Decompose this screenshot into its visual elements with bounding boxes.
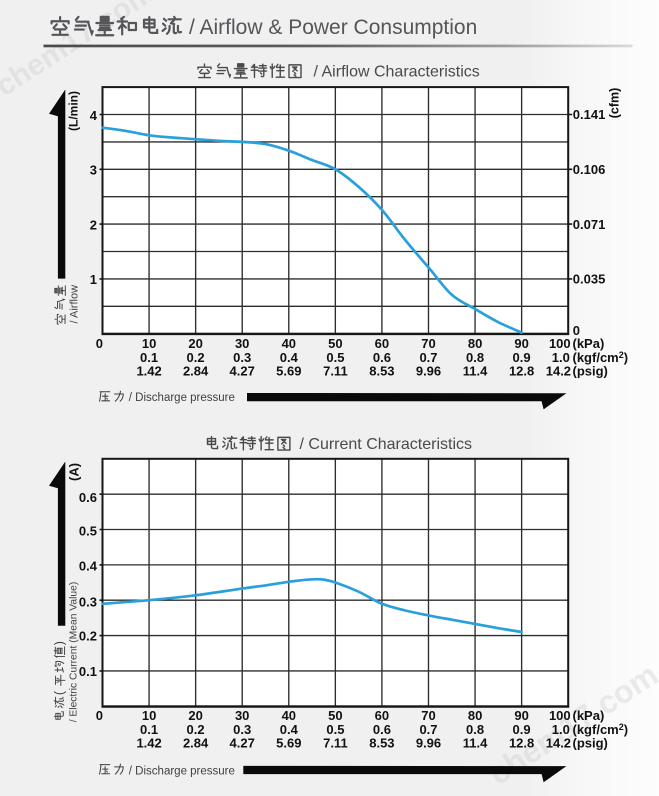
svg-text:3: 3 xyxy=(90,163,97,178)
svg-text:/ Discharge pressure: / Discharge pressure xyxy=(129,392,235,404)
svg-text:0.1: 0.1 xyxy=(79,664,97,679)
svg-text:/ Airflow: / Airflow xyxy=(69,285,81,324)
svg-text:0.6: 0.6 xyxy=(373,722,391,737)
svg-text:12.8: 12.8 xyxy=(509,735,534,750)
svg-text:40: 40 xyxy=(282,336,296,351)
svg-text:1.42: 1.42 xyxy=(136,735,161,750)
svg-text:100: 100 xyxy=(549,708,571,723)
svg-text:0.4: 0.4 xyxy=(280,722,299,737)
svg-text:0.071: 0.071 xyxy=(573,217,606,232)
svg-text:30: 30 xyxy=(235,708,249,723)
svg-text:2.84: 2.84 xyxy=(183,363,209,378)
svg-text:4: 4 xyxy=(90,108,98,123)
svg-text:40: 40 xyxy=(282,708,296,723)
svg-text:(kPa): (kPa) xyxy=(573,708,605,723)
svg-text:0.5: 0.5 xyxy=(79,523,97,538)
svg-text:/ Airflow Characteristics: / Airflow Characteristics xyxy=(314,64,480,81)
svg-text:7.11: 7.11 xyxy=(323,363,348,378)
svg-text:0.2: 0.2 xyxy=(187,722,205,737)
svg-text:(kPa): (kPa) xyxy=(573,336,605,351)
svg-text:2: 2 xyxy=(90,217,97,232)
svg-text:20: 20 xyxy=(188,336,202,351)
svg-text:0: 0 xyxy=(96,708,103,723)
svg-text:20: 20 xyxy=(188,708,202,723)
svg-text:0.1: 0.1 xyxy=(140,350,158,365)
svg-text:0.2: 0.2 xyxy=(79,629,97,644)
svg-text:70: 70 xyxy=(421,708,435,723)
svg-text:0.4: 0.4 xyxy=(79,558,98,573)
svg-text:0.8: 0.8 xyxy=(466,722,484,737)
svg-text:0.5: 0.5 xyxy=(326,350,344,365)
svg-text:70: 70 xyxy=(421,336,435,351)
svg-text:(A): (A) xyxy=(67,463,82,481)
svg-text:0.4: 0.4 xyxy=(280,350,299,365)
svg-text:0.7: 0.7 xyxy=(419,722,437,737)
svg-text:0: 0 xyxy=(96,336,103,351)
svg-text:0.7: 0.7 xyxy=(419,350,437,365)
svg-text:0.6: 0.6 xyxy=(79,490,97,505)
svg-text:30: 30 xyxy=(235,336,249,351)
svg-text:9.96: 9.96 xyxy=(416,363,441,378)
svg-text:60: 60 xyxy=(375,336,389,351)
svg-text:11.4: 11.4 xyxy=(463,363,488,378)
svg-text:80: 80 xyxy=(468,708,482,723)
svg-text:0.5: 0.5 xyxy=(326,722,344,737)
svg-text:0.1: 0.1 xyxy=(140,722,158,737)
svg-text:(psig): (psig) xyxy=(573,363,608,378)
svg-text:(: ( xyxy=(53,690,67,695)
svg-text:14.2: 14.2 xyxy=(546,735,571,750)
svg-text:14.2: 14.2 xyxy=(546,363,571,378)
svg-text:11.4: 11.4 xyxy=(463,735,488,750)
svg-text:0.035: 0.035 xyxy=(573,272,606,287)
svg-text:10: 10 xyxy=(142,708,156,723)
svg-text:1.42: 1.42 xyxy=(136,363,161,378)
svg-text:8.53: 8.53 xyxy=(369,363,394,378)
svg-text:0.3: 0.3 xyxy=(233,722,251,737)
svg-text:0.3: 0.3 xyxy=(79,594,97,609)
svg-text:0.106: 0.106 xyxy=(573,162,606,177)
svg-text:5.69: 5.69 xyxy=(276,363,301,378)
svg-text:12.8: 12.8 xyxy=(509,363,534,378)
svg-text:/ Electric Current (Mean Value: / Electric Current (Mean Value) xyxy=(69,582,80,723)
svg-text:): ) xyxy=(53,641,67,645)
svg-text:0: 0 xyxy=(573,323,580,338)
svg-text:90: 90 xyxy=(514,708,528,723)
svg-text:1.0: 1.0 xyxy=(552,722,570,737)
svg-text:50: 50 xyxy=(328,336,342,351)
svg-text:5.69: 5.69 xyxy=(276,735,301,750)
svg-text:50: 50 xyxy=(328,708,342,723)
svg-text:0.9: 0.9 xyxy=(513,350,531,365)
svg-text:0.9: 0.9 xyxy=(513,722,531,737)
svg-text:4.27: 4.27 xyxy=(230,735,255,750)
svg-text:7.11: 7.11 xyxy=(323,735,348,750)
svg-text:9.96: 9.96 xyxy=(416,735,441,750)
svg-text:90: 90 xyxy=(514,336,528,351)
svg-text:0.6: 0.6 xyxy=(373,350,391,365)
svg-text:(kgf/cm2): (kgf/cm2) xyxy=(573,722,629,737)
svg-text:1: 1 xyxy=(90,272,97,287)
svg-text:0.2: 0.2 xyxy=(187,350,205,365)
svg-text:10: 10 xyxy=(142,336,156,351)
svg-text:(cfm): (cfm) xyxy=(608,88,622,119)
svg-text:80: 80 xyxy=(468,336,482,351)
svg-text:(L/min): (L/min) xyxy=(67,91,81,131)
svg-text:8.53: 8.53 xyxy=(369,735,394,750)
svg-text:/ Airflow & Power Consumption: / Airflow & Power Consumption xyxy=(189,16,477,39)
svg-text:/ Discharge pressure: / Discharge pressure xyxy=(129,766,235,778)
svg-text:/ Current Characteristics: / Current Characteristics xyxy=(300,436,473,453)
svg-text:60: 60 xyxy=(375,708,389,723)
svg-text:(psig): (psig) xyxy=(573,735,608,750)
svg-text:0.8: 0.8 xyxy=(466,350,484,365)
svg-text:0.3: 0.3 xyxy=(233,350,251,365)
svg-text:0.141: 0.141 xyxy=(573,107,606,122)
svg-text:(kgf/cm2): (kgf/cm2) xyxy=(573,350,629,365)
svg-text:4.27: 4.27 xyxy=(230,363,255,378)
svg-text:1.0: 1.0 xyxy=(552,350,570,365)
svg-text:100: 100 xyxy=(549,336,571,351)
svg-text:2.84: 2.84 xyxy=(183,735,209,750)
